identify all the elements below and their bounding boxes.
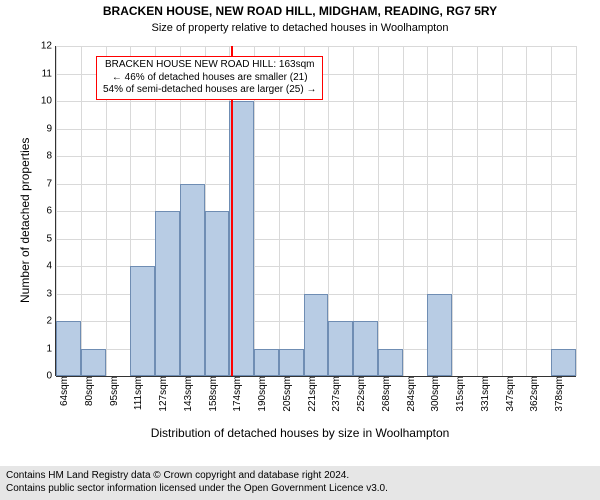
annotation-box: BRACKEN HOUSE NEW ROAD HILL: 163sqm← 46%… (96, 56, 323, 100)
x-tick-label: 284sqm (403, 376, 417, 412)
histogram-bar (378, 349, 403, 377)
gridline-h (56, 211, 576, 212)
x-tick-label: 190sqm (254, 376, 268, 412)
y-tick-label: 11 (42, 68, 56, 79)
annotation-line: BRACKEN HOUSE NEW ROAD HILL: 163sqm (103, 59, 316, 72)
y-axis-label: Number of detached properties (18, 138, 32, 303)
gridline-v (526, 46, 527, 376)
histogram-bar (130, 266, 155, 376)
histogram-bar (304, 294, 329, 377)
attribution-line: Contains public sector information licen… (6, 483, 594, 496)
x-tick-label: 221sqm (304, 376, 318, 412)
x-tick-label: 143sqm (180, 376, 194, 412)
gridline-v (576, 46, 577, 376)
histogram-bar (353, 321, 378, 376)
histogram-bar (155, 211, 180, 376)
x-tick-label: 331sqm (477, 376, 491, 412)
x-tick-label: 362sqm (526, 376, 540, 412)
y-tick-label: 12 (41, 41, 56, 52)
x-tick-label: 127sqm (155, 376, 169, 412)
gridline-h (56, 101, 576, 102)
attribution-line: Contains HM Land Registry data © Crown c… (6, 470, 594, 483)
x-tick-label: 111sqm (130, 376, 144, 410)
x-tick-label: 205sqm (279, 376, 293, 412)
x-tick-label: 237sqm (328, 376, 342, 412)
chart-title-sub: Size of property relative to detached ho… (0, 22, 600, 34)
y-axis (55, 46, 56, 376)
x-tick-label: 64sqm (56, 376, 70, 406)
gridline-v (81, 46, 82, 376)
x-tick-label: 80sqm (81, 376, 95, 406)
histogram-bar (551, 349, 576, 377)
x-tick-label: 315sqm (452, 376, 466, 412)
annotation-line: ← 46% of detached houses are smaller (21… (103, 72, 316, 85)
x-tick-label: 252sqm (353, 376, 367, 412)
histogram-bar (328, 321, 353, 376)
x-axis (56, 376, 576, 377)
histogram-bar (81, 349, 106, 377)
gridline-v (502, 46, 503, 376)
x-tick-label: 268sqm (378, 376, 392, 412)
x-tick-label: 158sqm (205, 376, 219, 412)
annotation-line: 54% of semi-detached houses are larger (… (103, 84, 316, 97)
chart-title-sup: BRACKEN HOUSE, NEW ROAD HILL, MIDGHAM, R… (0, 4, 600, 18)
x-tick-label: 174sqm (229, 376, 243, 412)
gridline-h (56, 239, 576, 240)
gridline-h (56, 129, 576, 130)
histogram-bar (254, 349, 279, 377)
histogram-bar (205, 211, 230, 376)
gridline-h (56, 46, 576, 47)
x-tick-label: 347sqm (502, 376, 516, 412)
x-tick-label: 378sqm (551, 376, 565, 412)
x-axis-label: Distribution of detached houses by size … (0, 426, 600, 440)
y-tick-label: 10 (41, 96, 56, 107)
histogram-bar (56, 321, 81, 376)
gridline-h (56, 156, 576, 157)
attribution: Contains HM Land Registry data © Crown c… (0, 466, 600, 500)
gridline-v (452, 46, 453, 376)
histogram-bar (180, 184, 205, 377)
histogram-bar (229, 101, 254, 376)
gridline-v (403, 46, 404, 376)
gridline-v (551, 46, 552, 376)
gridline-v (477, 46, 478, 376)
gridline-v (378, 46, 379, 376)
x-tick-label: 300sqm (427, 376, 441, 412)
x-tick-label: 95sqm (106, 376, 120, 406)
histogram-bar (427, 294, 452, 377)
histogram-bar (279, 349, 304, 377)
gridline-h (56, 184, 576, 185)
